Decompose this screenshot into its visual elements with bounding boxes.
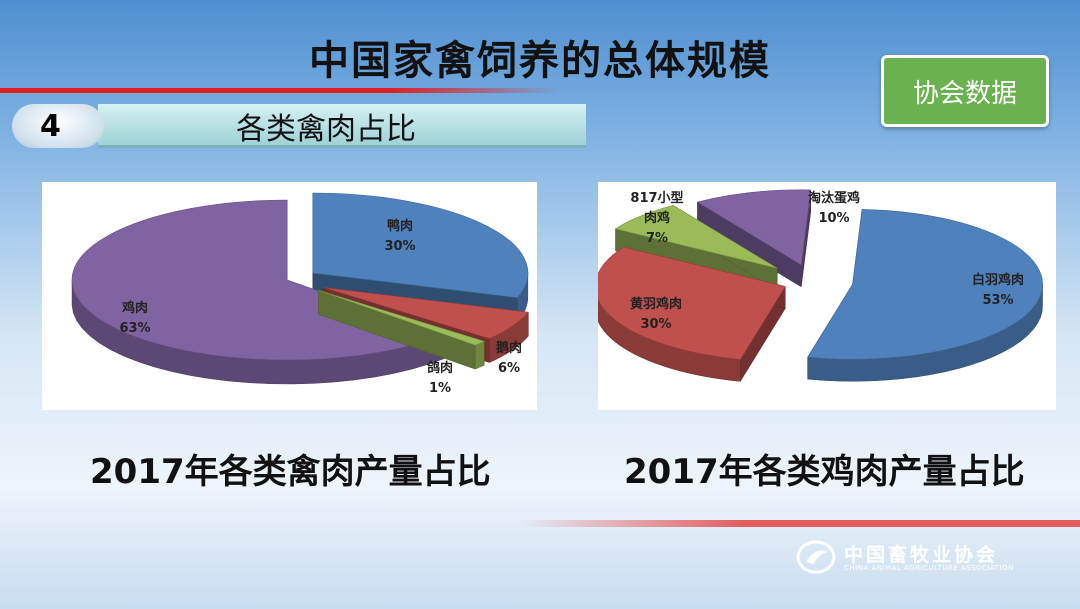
association-emblem-icon <box>796 540 836 574</box>
pie-slice-1-0 <box>807 209 1043 382</box>
section-bar <box>98 104 586 148</box>
slice-label-1-3: 淘汰蛋鸡 10% <box>808 190 860 226</box>
poultry-chart-caption: 2017年各类禽肉产量占比 <box>90 452 491 492</box>
slice-label-0-2: 鸽肉 1% <box>427 360 453 396</box>
data-source-badge: 协会数据 <box>881 55 1049 127</box>
slice-label-1-2: 817小型肉鸡 7% <box>630 190 683 246</box>
association-name-en: CHINA ANIMAL AGRICULTURE ASSOCIATION <box>844 564 1014 572</box>
slice-label-0-1: 鹅肉 6% <box>496 340 522 376</box>
section-title: 各类禽肉占比 <box>236 112 416 147</box>
pie-slice-0-2 <box>318 289 486 370</box>
chicken-meat-pie-chart: 白羽鸡肉 53% 黄羽鸡肉 30% 817小型肉鸡 7% 淘汰蛋鸡 10% <box>594 189 1043 383</box>
slice-label-1-0: 白羽鸡肉 53% <box>972 272 1024 308</box>
slice-label-0-3: 鸡肉 63% <box>119 300 150 336</box>
poultry-chart-panel: 鸭肉 30% 鹅肉 6% 鸽肉 1% 鸡肉 63% <box>42 182 537 410</box>
pie-slice-1-1 <box>594 246 786 383</box>
association-name-cn: 中国畜牧业协会 <box>844 544 999 566</box>
chicken-chart-panel: 白羽鸡肉 53% 黄羽鸡肉 30% 817小型肉鸡 7% 淘汰蛋鸡 10% <box>594 182 1056 410</box>
slide-title: 中国家禽饲养的总体规模 <box>309 38 771 84</box>
slice-label-1-1: 黄羽鸡肉 30% <box>630 296 682 332</box>
footer-line <box>520 520 1080 527</box>
association-logo: 中国畜牧业协会 CHINA ANIMAL AGRICULTURE ASSOCIA… <box>796 540 1066 576</box>
chicken-chart-caption: 2017年各类鸡肉产量占比 <box>624 452 1025 492</box>
pie-slice-1-3 <box>696 189 812 288</box>
slice-label-0-0: 鸭肉 30% <box>384 218 415 254</box>
poultry-meat-pie-chart: 鸭肉 30% 鹅肉 6% 鸽肉 1% 鸡肉 63% <box>71 192 529 396</box>
section-number: 4 <box>12 104 104 148</box>
title-underline <box>0 88 560 93</box>
